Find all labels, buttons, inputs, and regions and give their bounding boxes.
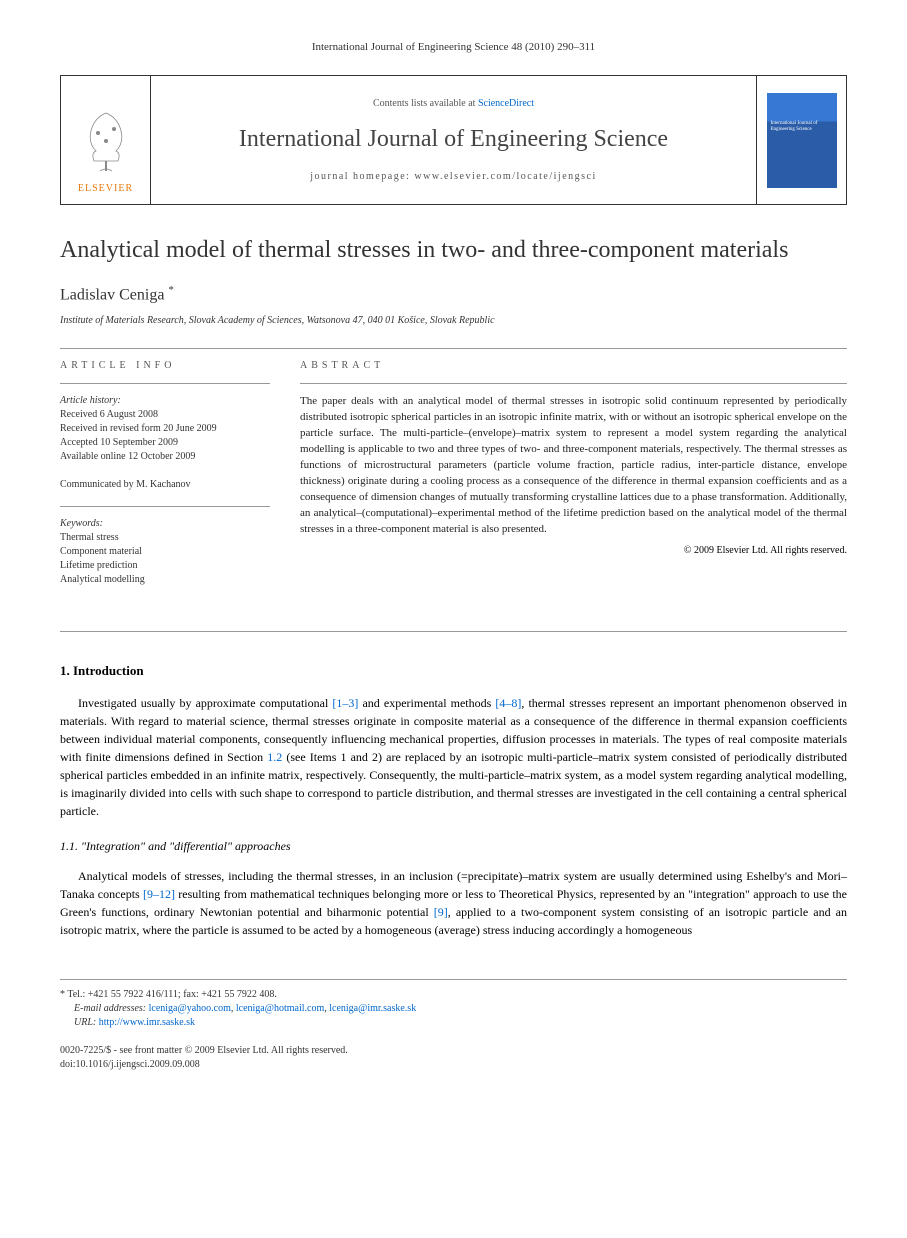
email-label: E-mail addresses: (74, 1003, 146, 1014)
author-corresp-marker: * (168, 284, 174, 296)
journal-name: International Journal of Engineering Sci… (239, 123, 668, 157)
url-link[interactable]: http://www.imr.saske.sk (99, 1017, 195, 1028)
abstract-column: ABSTRACT The paper deals with an analyti… (300, 359, 847, 601)
section-1-heading: 1. Introduction (60, 662, 847, 680)
url-label: URL: (74, 1017, 96, 1028)
divider (60, 348, 847, 349)
p1-text-a: Investigated usually by approximate comp… (78, 696, 332, 710)
section-1-1-heading: 1.1. "Integration" and "differential" ap… (60, 838, 847, 855)
history-received: Received 6 August 2008 (60, 408, 270, 422)
keywords-block: Keywords: Thermal stress Component mater… (60, 517, 270, 587)
divider (60, 631, 847, 632)
communicated-by: Communicated by M. Kachanov (60, 478, 270, 492)
author-affiliation: Institute of Materials Research, Slovak … (60, 314, 847, 328)
footnote-tel-text: Tel.: +421 55 7922 416/111; fax: +421 55… (67, 989, 277, 1000)
footnote-url: URL: http://www.imr.saske.sk (60, 1016, 847, 1030)
article-info-column: ARTICLE INFO Article history: Received 6… (60, 359, 270, 601)
history-online: Available online 12 October 2009 (60, 450, 270, 464)
article-title: Analytical model of thermal stresses in … (60, 235, 847, 266)
keyword: Lifetime prediction (60, 559, 270, 573)
ref-link-9-12[interactable]: [9–12] (143, 887, 175, 901)
divider (60, 383, 270, 384)
issn-line: 0020-7225/$ - see front matter © 2009 El… (60, 1044, 847, 1058)
footnote-block: * Tel.: +421 55 7922 416/111; fax: +421 … (60, 979, 847, 1030)
email-link-1[interactable]: lceniga@yahoo.com (149, 1003, 231, 1014)
journal-title-cell: Contents lists available at ScienceDirec… (151, 76, 756, 204)
keywords-label: Keywords: (60, 517, 270, 531)
history-label: Article history: (60, 394, 270, 408)
footnote-emails: E-mail addresses: lceniga@yahoo.com, lce… (60, 1002, 847, 1016)
abstract-text: The paper deals with an analytical model… (300, 394, 847, 537)
p1-text-b: and experimental methods (358, 696, 495, 710)
elsevier-tree-icon (76, 103, 136, 178)
body-section: 1. Introduction Investigated usually by … (60, 662, 847, 939)
paragraph-2: Analytical models of stresses, including… (60, 867, 847, 939)
journal-cover-thumbnail: International Journal of Engineering Sci… (767, 93, 837, 188)
keyword: Analytical modelling (60, 573, 270, 587)
meta-abstract-row: ARTICLE INFO Article history: Received 6… (60, 359, 847, 601)
ref-link-4-8[interactable]: [4–8] (495, 696, 521, 710)
footnote-tel: * Tel.: +421 55 7922 416/111; fax: +421 … (60, 988, 847, 1002)
publisher-name: ELSEVIER (78, 182, 133, 196)
author-text: Ladislav Ceniga (60, 286, 164, 303)
keyword: Component material (60, 545, 270, 559)
journal-header-box: ELSEVIER Contents lists available at Sci… (60, 75, 847, 205)
section-link-1-2[interactable]: 1.2 (267, 750, 282, 764)
email-link-3[interactable]: lceniga@imr.saske.sk (329, 1003, 416, 1014)
footnote-marker: * (60, 989, 65, 1000)
contents-available-line: Contents lists available at ScienceDirec… (373, 97, 534, 111)
journal-cover-cell: International Journal of Engineering Sci… (756, 76, 846, 204)
doi-line: doi:10.1016/j.ijengsci.2009.09.008 (60, 1058, 847, 1072)
author-name: Ladislav Ceniga * (60, 283, 847, 307)
contents-prefix: Contents lists available at (373, 98, 478, 109)
publisher-logo-cell: ELSEVIER (61, 76, 151, 204)
history-revised: Received in revised form 20 June 2009 (60, 422, 270, 436)
email-link-2[interactable]: lceniga@hotmail.com (236, 1003, 324, 1014)
doi-block: 0020-7225/$ - see front matter © 2009 El… (60, 1044, 847, 1072)
divider (300, 383, 847, 384)
abstract-label: ABSTRACT (300, 359, 847, 373)
history-accepted: Accepted 10 September 2009 (60, 436, 270, 450)
abstract-copyright: © 2009 Elsevier Ltd. All rights reserved… (300, 544, 847, 558)
keyword: Thermal stress (60, 531, 270, 545)
sciencedirect-link[interactable]: ScienceDirect (478, 98, 534, 109)
divider (60, 506, 270, 507)
article-history-block: Article history: Received 6 August 2008 … (60, 394, 270, 464)
running-header: International Journal of Engineering Sci… (60, 40, 847, 55)
ref-link-9[interactable]: [9] (434, 905, 448, 919)
ref-link-1-3[interactable]: [1–3] (332, 696, 358, 710)
cover-thumb-title: International Journal of Engineering Sci… (771, 121, 833, 133)
article-info-label: ARTICLE INFO (60, 359, 270, 373)
paragraph-1: Investigated usually by approximate comp… (60, 694, 847, 820)
journal-homepage: journal homepage: www.elsevier.com/locat… (310, 170, 597, 184)
